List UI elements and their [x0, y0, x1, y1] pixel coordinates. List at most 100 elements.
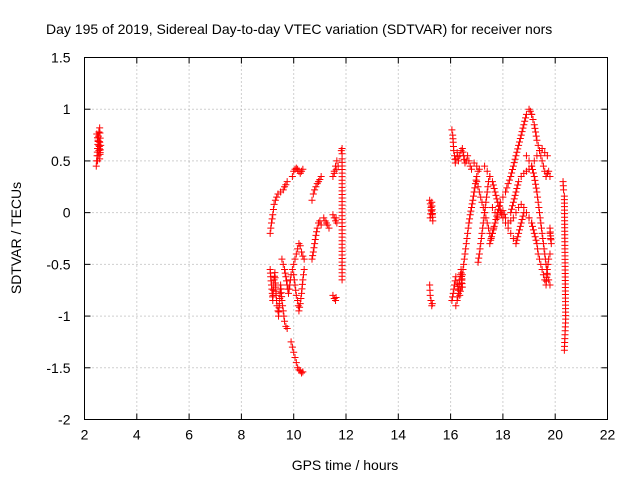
data-point: [545, 255, 553, 263]
data-point: [522, 114, 530, 122]
data-point: [499, 207, 507, 215]
data-point: [427, 297, 435, 305]
data-point: [291, 255, 299, 263]
data-point: [536, 214, 544, 222]
data-point: [308, 255, 316, 263]
data-point: [474, 183, 482, 191]
y-tick-label: -2: [58, 412, 71, 428]
data-point: [299, 252, 307, 260]
x-tick-label: 4: [133, 427, 141, 443]
data-point: [486, 240, 494, 248]
data-point: [477, 235, 485, 242]
data-point: [309, 248, 317, 256]
chart-title: Day 195 of 2019, Sidereal Day-to-day VTE…: [46, 21, 552, 37]
data-point: [513, 148, 521, 156]
data-point: [493, 195, 501, 203]
data-point: [511, 191, 519, 199]
data-points: [92, 105, 570, 377]
data-point: [300, 255, 308, 263]
x-tick-label: 22: [600, 427, 616, 443]
data-point: [94, 137, 102, 145]
data-point: [462, 245, 470, 253]
data-point: [525, 214, 533, 222]
x-tick-label: 16: [443, 427, 459, 443]
data-point: [539, 162, 547, 170]
data-point: [465, 157, 473, 165]
data-point: [539, 240, 547, 248]
data-point: [540, 245, 548, 253]
data-point: [96, 149, 104, 157]
data-point: [500, 210, 508, 218]
data-point: [529, 116, 537, 124]
data-point: [300, 266, 308, 274]
y-tick-label: -0.5: [46, 256, 70, 272]
data-point: [508, 205, 516, 213]
x-tick-label: 20: [547, 427, 563, 443]
data-point: [290, 276, 298, 284]
data-point: [453, 297, 461, 305]
data-point: [526, 107, 534, 115]
data-point: [510, 195, 518, 203]
data-point: [489, 226, 497, 234]
data-point: [512, 188, 520, 196]
data-point: [536, 255, 544, 263]
data-point: [511, 155, 519, 163]
data-point: [299, 276, 307, 284]
data-point: [513, 185, 521, 193]
data-point: [488, 178, 496, 186]
data-point: [543, 152, 551, 160]
data-point: [480, 214, 488, 222]
data-point: [477, 193, 485, 201]
data-point: [471, 184, 479, 192]
data-point: [313, 224, 321, 232]
data-point: [287, 338, 295, 346]
data-point: [288, 343, 296, 351]
data-point: [296, 303, 304, 311]
data-point: [531, 176, 539, 184]
data-point: [268, 215, 276, 223]
data-point: [324, 221, 332, 229]
data-point: [486, 172, 494, 180]
y-tick-label: 0: [63, 205, 71, 221]
data-point: [519, 212, 527, 220]
data-point: [546, 224, 554, 232]
data-point: [488, 229, 496, 237]
data-point: [481, 209, 489, 217]
data-point: [532, 236, 540, 244]
data-point: [474, 167, 482, 175]
data-point: [475, 250, 483, 258]
data-point: [271, 196, 279, 204]
data-point: [534, 198, 542, 206]
data-point: [495, 202, 503, 210]
data-point: [513, 236, 521, 244]
data-point: [281, 269, 289, 277]
data-point: [532, 180, 540, 188]
data-point: [299, 368, 307, 376]
data-point: [488, 233, 496, 241]
data-point: [311, 236, 319, 244]
data-point: [515, 138, 523, 146]
plot-frame: [84, 57, 608, 420]
y-tick-label: 0.5: [51, 153, 71, 169]
data-point: [525, 157, 533, 165]
grid-lines: [84, 57, 608, 420]
data-point: [426, 291, 434, 299]
data-point: [474, 258, 482, 266]
data-point: [488, 203, 496, 211]
data-point: [454, 293, 462, 301]
data-point: [512, 240, 520, 248]
data-point: [495, 205, 503, 213]
data-point: [517, 131, 525, 139]
data-point: [296, 300, 304, 308]
x-axis-label: GPS time / hours: [292, 457, 399, 473]
data-point: [479, 219, 487, 227]
data-point: [468, 203, 476, 211]
data-point: [530, 172, 538, 180]
data-point: [332, 214, 340, 222]
data-point: [338, 276, 346, 284]
data-point: [279, 302, 287, 310]
y-tick-label: 1: [63, 101, 71, 117]
data-point: [469, 192, 477, 200]
data-point: [454, 157, 462, 165]
data-point: [503, 184, 511, 192]
